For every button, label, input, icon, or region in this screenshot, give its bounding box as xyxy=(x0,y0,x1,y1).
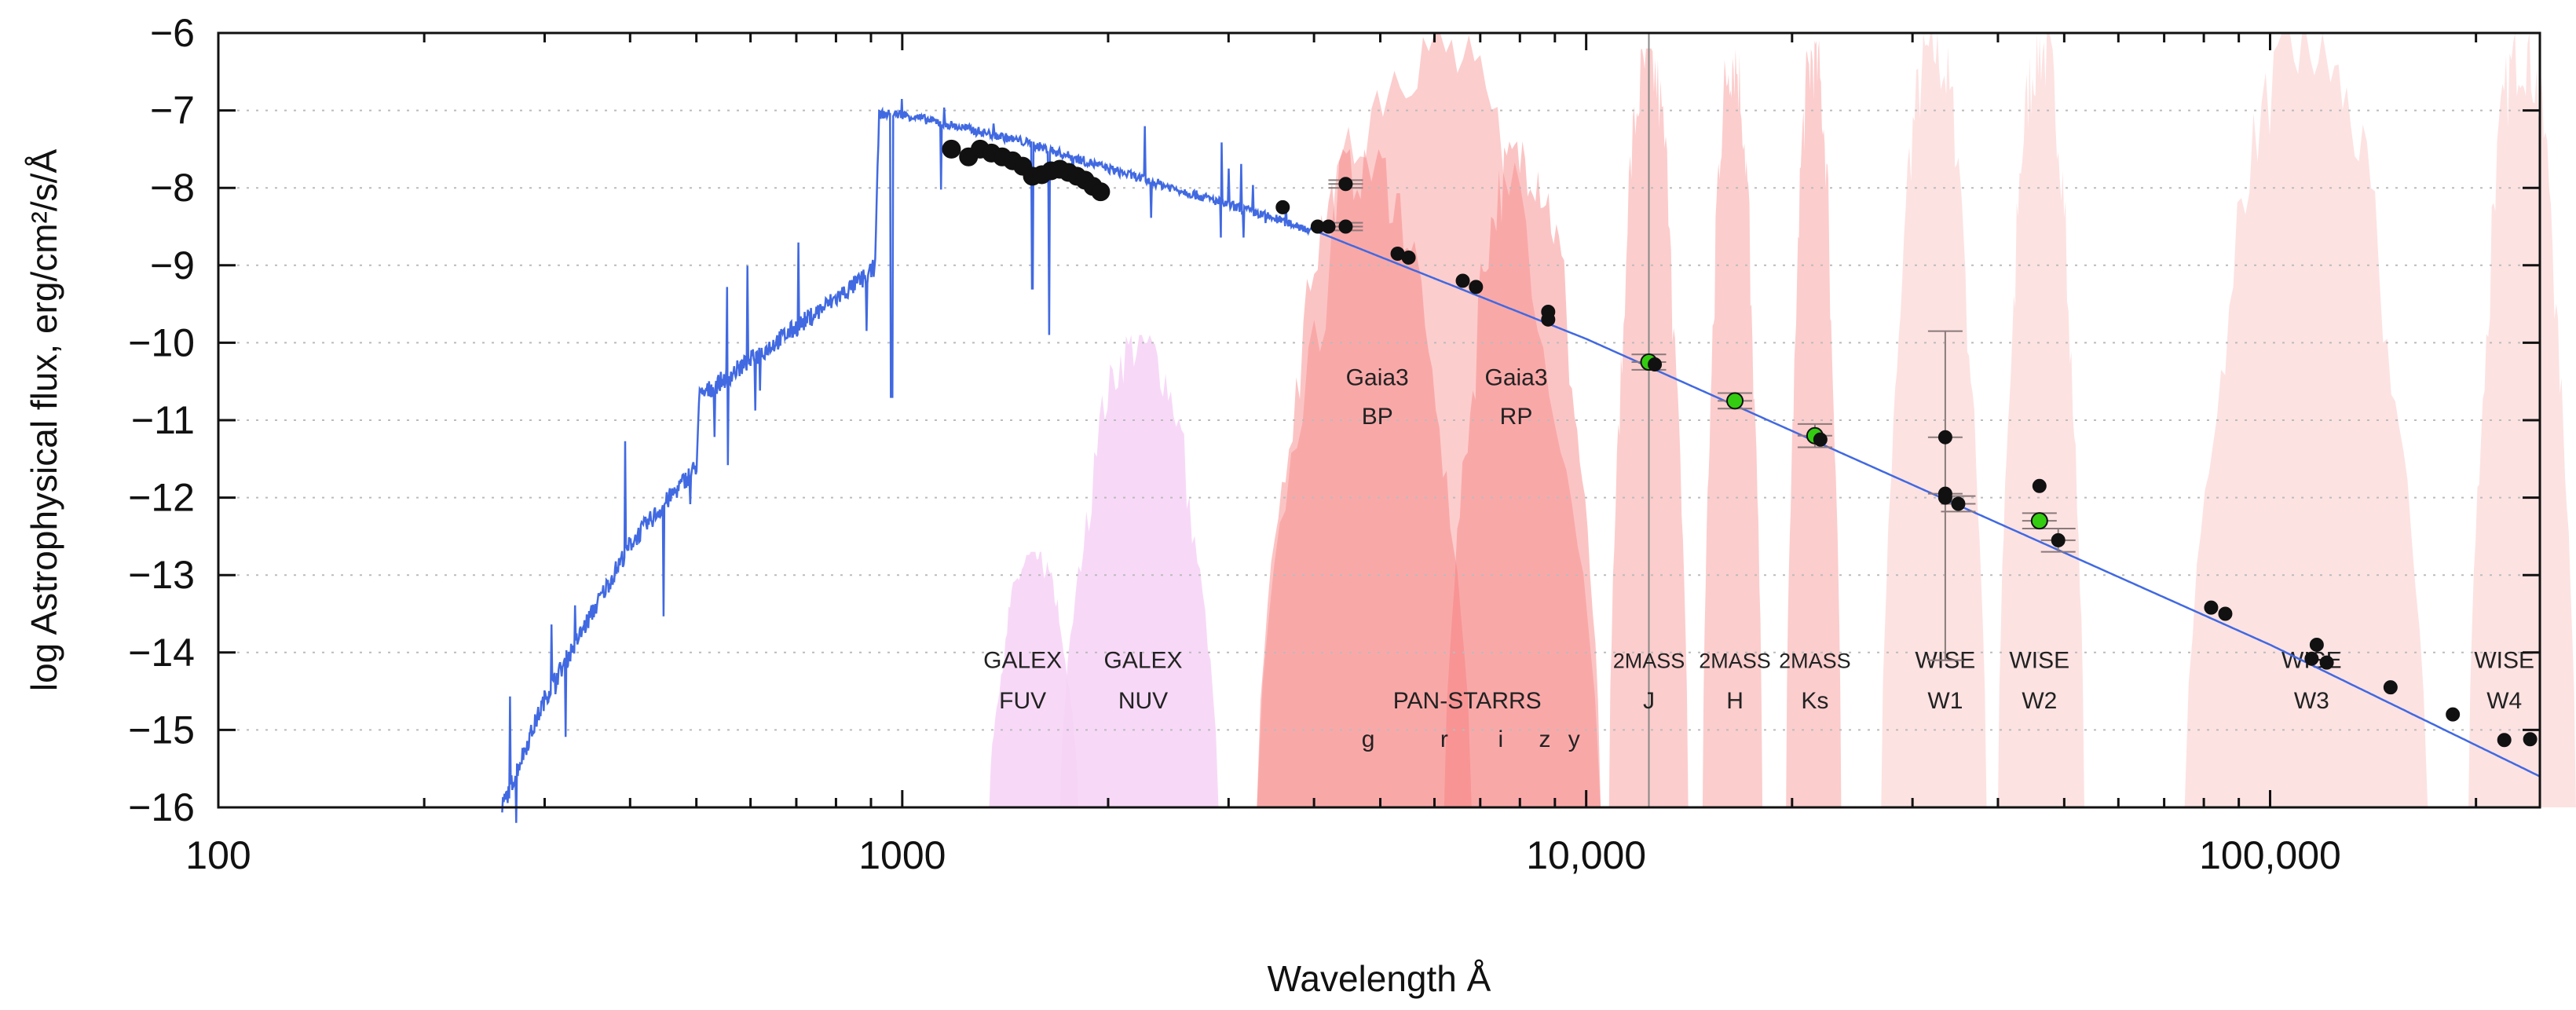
band-label-panstarrs-filter: i xyxy=(1498,726,1504,752)
y-tick-label: −12 xyxy=(128,476,195,520)
data-point xyxy=(2204,600,2219,615)
band-galex-nuv xyxy=(1059,335,1219,807)
band-label-filter: FUV xyxy=(999,688,1046,714)
band-label-filter: BP xyxy=(1362,404,1393,430)
band-wise-w2 xyxy=(1997,33,2084,807)
band-label-filter: W2 xyxy=(2022,688,2057,714)
band-2mass-h xyxy=(1702,49,1763,807)
data-point xyxy=(1541,312,1556,327)
data-point xyxy=(2218,606,2233,621)
band-label-survey: 2MASS xyxy=(1779,650,1851,673)
band-label-survey: Gaia3 xyxy=(1346,365,1409,391)
y-tick-label: −6 xyxy=(150,11,195,55)
y-axis-label: log Astrophysical flux, erg/cm²/s/Å xyxy=(24,149,64,692)
data-point xyxy=(1321,219,1336,234)
data-point xyxy=(1338,177,1353,192)
data-points xyxy=(942,139,2538,748)
band-label-panstarrs-filter: g xyxy=(1362,726,1375,752)
data-point xyxy=(2319,655,2334,670)
band-label-panstarrs-filter: y xyxy=(1568,726,1580,752)
band-label-filter: W1 xyxy=(1927,688,1963,714)
band-label-filter: H xyxy=(1726,688,1744,714)
x-axis-label: Wavelength Å xyxy=(1268,958,1491,999)
data-point-highlight xyxy=(1726,392,1744,410)
band-label-filter: W4 xyxy=(2486,688,2522,714)
data-point xyxy=(1401,250,1416,265)
filter-bands xyxy=(989,33,2576,808)
data-point xyxy=(1091,182,1111,202)
x-tick-label: 100 xyxy=(185,833,251,877)
band-wise-w3 xyxy=(2184,33,2428,807)
data-point xyxy=(1648,357,1663,372)
y-tick-label: −8 xyxy=(150,166,195,210)
band-label-panstarrs-filter: z xyxy=(1539,726,1550,752)
data-point xyxy=(942,139,961,159)
y-tick-label: −7 xyxy=(150,89,195,133)
data-point xyxy=(1951,496,1966,511)
y-tick-label: −10 xyxy=(128,320,195,364)
data-point xyxy=(1275,199,1290,214)
band-label-survey: 2MASS xyxy=(1613,650,1685,673)
y-tick-label: −14 xyxy=(128,631,195,675)
data-point xyxy=(1469,280,1484,295)
y-tick-label: −11 xyxy=(131,398,195,442)
data-point xyxy=(2383,680,2398,695)
band-label-filter: RP xyxy=(1500,404,1533,430)
filter-band-labels: GALEX FUV GALEX NUV Gaia3 BP Gaia3 RP 2MASS J 2MAS… xyxy=(983,365,2534,752)
data-point xyxy=(1455,273,1470,288)
data-point xyxy=(2051,532,2066,547)
band-label-filter: J xyxy=(1643,688,1655,714)
band-label-panstarrs-filter: r xyxy=(1440,726,1448,752)
data-point-highlight xyxy=(2030,512,2048,530)
model-spectrum xyxy=(501,98,2541,823)
data-point xyxy=(1813,432,1828,447)
band-label-filter: NUV xyxy=(1118,688,1168,714)
band-label-survey: WISE xyxy=(2009,648,2069,674)
band-label-survey: GALEX xyxy=(983,648,1062,674)
band-label-filter: W3 xyxy=(2294,688,2329,714)
y-tick-label: −16 xyxy=(128,785,195,829)
band-gaia3-bp xyxy=(1257,148,1472,807)
band-galex-fuv xyxy=(989,551,1079,807)
band-wise-w4 xyxy=(2468,33,2576,807)
x-tick-label: 100,000 xyxy=(2199,833,2341,877)
band-label-survey: 2MASS xyxy=(1699,650,1771,673)
x-tick-label: 10,000 xyxy=(1526,833,1646,877)
axis-ticks: 100 1000 10,000 100,000 −6 −7 −8 −9 −10 −11 −12 −13… xyxy=(128,11,2540,877)
data-point xyxy=(1338,219,1353,234)
data-point xyxy=(1937,490,1952,505)
data-point xyxy=(2497,733,2512,748)
band-label-survey: Gaia3 xyxy=(1484,365,1547,391)
y-tick-label: −13 xyxy=(128,553,195,597)
model-spectrum-line xyxy=(501,98,2541,823)
band-gaia3-rp xyxy=(1444,141,1601,808)
y-tick-label: −15 xyxy=(128,708,195,752)
grid-lines xyxy=(218,33,2540,807)
data-point xyxy=(2304,651,2319,666)
data-point xyxy=(1937,430,1952,445)
x-tick-label: 1000 xyxy=(858,833,946,877)
band-label-survey: GALEX xyxy=(1103,648,1182,674)
band-label-filter: Ks xyxy=(1801,688,1828,714)
y-tick-label: −9 xyxy=(150,243,195,287)
data-point xyxy=(2032,478,2047,493)
data-point xyxy=(2523,732,2538,747)
data-point xyxy=(2309,637,2324,652)
band-label-panstarrs: PAN-STARRS xyxy=(1393,688,1542,714)
data-point xyxy=(2446,707,2461,722)
